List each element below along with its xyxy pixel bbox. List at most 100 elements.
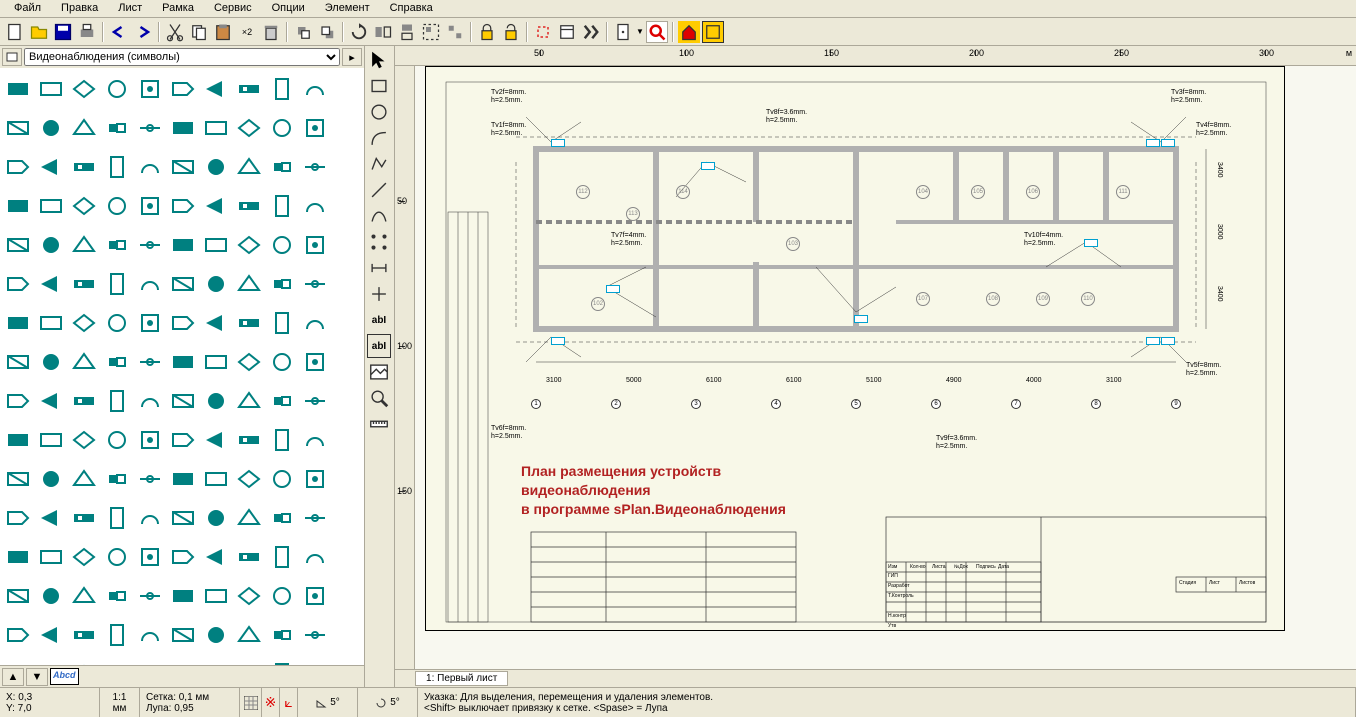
symbol-item[interactable] <box>299 499 331 537</box>
shape-tool-icon[interactable] <box>367 126 391 150</box>
symbol-item[interactable] <box>299 70 331 108</box>
pointer-tool-icon[interactable] <box>367 48 391 72</box>
symbol-item[interactable] <box>2 70 34 108</box>
symbol-item[interactable] <box>299 538 331 576</box>
paste-icon[interactable] <box>212 21 234 43</box>
symbol-item[interactable] <box>101 382 133 420</box>
symbol-item[interactable] <box>2 148 34 186</box>
window-icon[interactable] <box>702 21 724 43</box>
symbol-item[interactable] <box>167 616 199 654</box>
symbol-item[interactable] <box>200 655 232 665</box>
symbol-item[interactable] <box>233 304 265 342</box>
symbol-item[interactable] <box>101 304 133 342</box>
dim-tool-icon[interactable] <box>367 256 391 280</box>
menu-service[interactable]: Сервис <box>204 0 262 17</box>
symbol-item[interactable] <box>134 187 166 225</box>
symbol-item[interactable] <box>200 265 232 303</box>
symbol-item[interactable] <box>134 616 166 654</box>
symbol-item[interactable] <box>233 616 265 654</box>
rect-tool-icon[interactable] <box>367 74 391 98</box>
copy-icon[interactable] <box>188 21 210 43</box>
node-tool-icon[interactable] <box>367 230 391 254</box>
symbol-item[interactable] <box>134 265 166 303</box>
symbol-item[interactable] <box>167 109 199 147</box>
symbol-item[interactable] <box>299 148 331 186</box>
ungroup-icon[interactable] <box>444 21 466 43</box>
symbol-item[interactable] <box>68 109 100 147</box>
symbol-item[interactable] <box>68 499 100 537</box>
symbol-item[interactable] <box>233 343 265 381</box>
symbol-item[interactable] <box>167 421 199 459</box>
angle-step[interactable]: 5° <box>298 688 358 717</box>
symbol-item[interactable] <box>68 304 100 342</box>
symbol-item[interactable] <box>68 421 100 459</box>
symbol-item[interactable] <box>35 421 67 459</box>
library-select[interactable]: Видеонаблюдения (символы) <box>24 48 340 66</box>
symbol-item[interactable] <box>167 382 199 420</box>
symbol-item[interactable] <box>68 148 100 186</box>
symbol-item[interactable] <box>233 421 265 459</box>
cut-icon[interactable] <box>164 21 186 43</box>
symbol-item[interactable] <box>68 577 100 615</box>
symbol-item[interactable] <box>167 226 199 264</box>
symbol-item[interactable] <box>35 382 67 420</box>
menu-file[interactable]: Файл <box>4 0 51 17</box>
symbol-item[interactable] <box>200 460 232 498</box>
symbol-item[interactable] <box>266 382 298 420</box>
symbol-item[interactable] <box>167 70 199 108</box>
symbol-item[interactable] <box>134 148 166 186</box>
label-tool-icon[interactable]: abI <box>367 334 391 358</box>
symbol-item[interactable] <box>266 616 298 654</box>
symbol-item[interactable] <box>299 616 331 654</box>
symbol-item[interactable] <box>200 616 232 654</box>
symbol-item[interactable] <box>101 499 133 537</box>
lib-browse-icon[interactable] <box>2 48 22 66</box>
symbol-item[interactable] <box>233 187 265 225</box>
symbol-item[interactable] <box>2 109 34 147</box>
symbol-item[interactable] <box>134 70 166 108</box>
symbol-item[interactable] <box>233 148 265 186</box>
symbol-item[interactable] <box>299 226 331 264</box>
symbol-item[interactable] <box>266 499 298 537</box>
symbol-item[interactable] <box>134 304 166 342</box>
symbol-item[interactable] <box>2 655 34 665</box>
symbol-item[interactable] <box>200 304 232 342</box>
angle-rotate[interactable]: 5° <box>358 688 418 717</box>
symbol-item[interactable] <box>68 460 100 498</box>
point-tool-icon[interactable] <box>367 282 391 306</box>
symbol-item[interactable] <box>299 265 331 303</box>
save-icon[interactable] <box>52 21 74 43</box>
symbol-item[interactable] <box>35 577 67 615</box>
symbol-item[interactable] <box>2 538 34 576</box>
snap-end-icon[interactable]: ⟀ <box>280 688 298 717</box>
home-icon[interactable] <box>678 21 700 43</box>
symbol-item[interactable] <box>266 226 298 264</box>
symbol-item[interactable] <box>2 226 34 264</box>
symbol-item[interactable] <box>101 226 133 264</box>
menu-options[interactable]: Опции <box>262 0 315 17</box>
symbol-item[interactable] <box>68 538 100 576</box>
symbol-item[interactable] <box>200 148 232 186</box>
symbol-item[interactable] <box>35 226 67 264</box>
symbol-item[interactable] <box>2 577 34 615</box>
menu-frame[interactable]: Рамка <box>152 0 204 17</box>
symbol-item[interactable] <box>167 343 199 381</box>
snap-point-icon[interactable]: ※ <box>262 688 280 717</box>
find-dn-icon[interactable]: ▼ <box>26 668 48 686</box>
symbol-item[interactable] <box>266 265 298 303</box>
symbol-item[interactable] <box>233 265 265 303</box>
symbol-item[interactable] <box>299 421 331 459</box>
symbol-item[interactable] <box>134 655 166 665</box>
symbol-item[interactable] <box>101 538 133 576</box>
symbol-item[interactable] <box>68 382 100 420</box>
symbol-item[interactable] <box>299 343 331 381</box>
symbol-item[interactable] <box>101 343 133 381</box>
symbol-item[interactable] <box>266 304 298 342</box>
symbol-item[interactable] <box>101 616 133 654</box>
symbol-item[interactable] <box>68 226 100 264</box>
symbol-item[interactable] <box>101 187 133 225</box>
symbol-item[interactable] <box>299 460 331 498</box>
symbol-item[interactable] <box>299 109 331 147</box>
symbol-item[interactable] <box>233 226 265 264</box>
symbol-item[interactable] <box>167 148 199 186</box>
